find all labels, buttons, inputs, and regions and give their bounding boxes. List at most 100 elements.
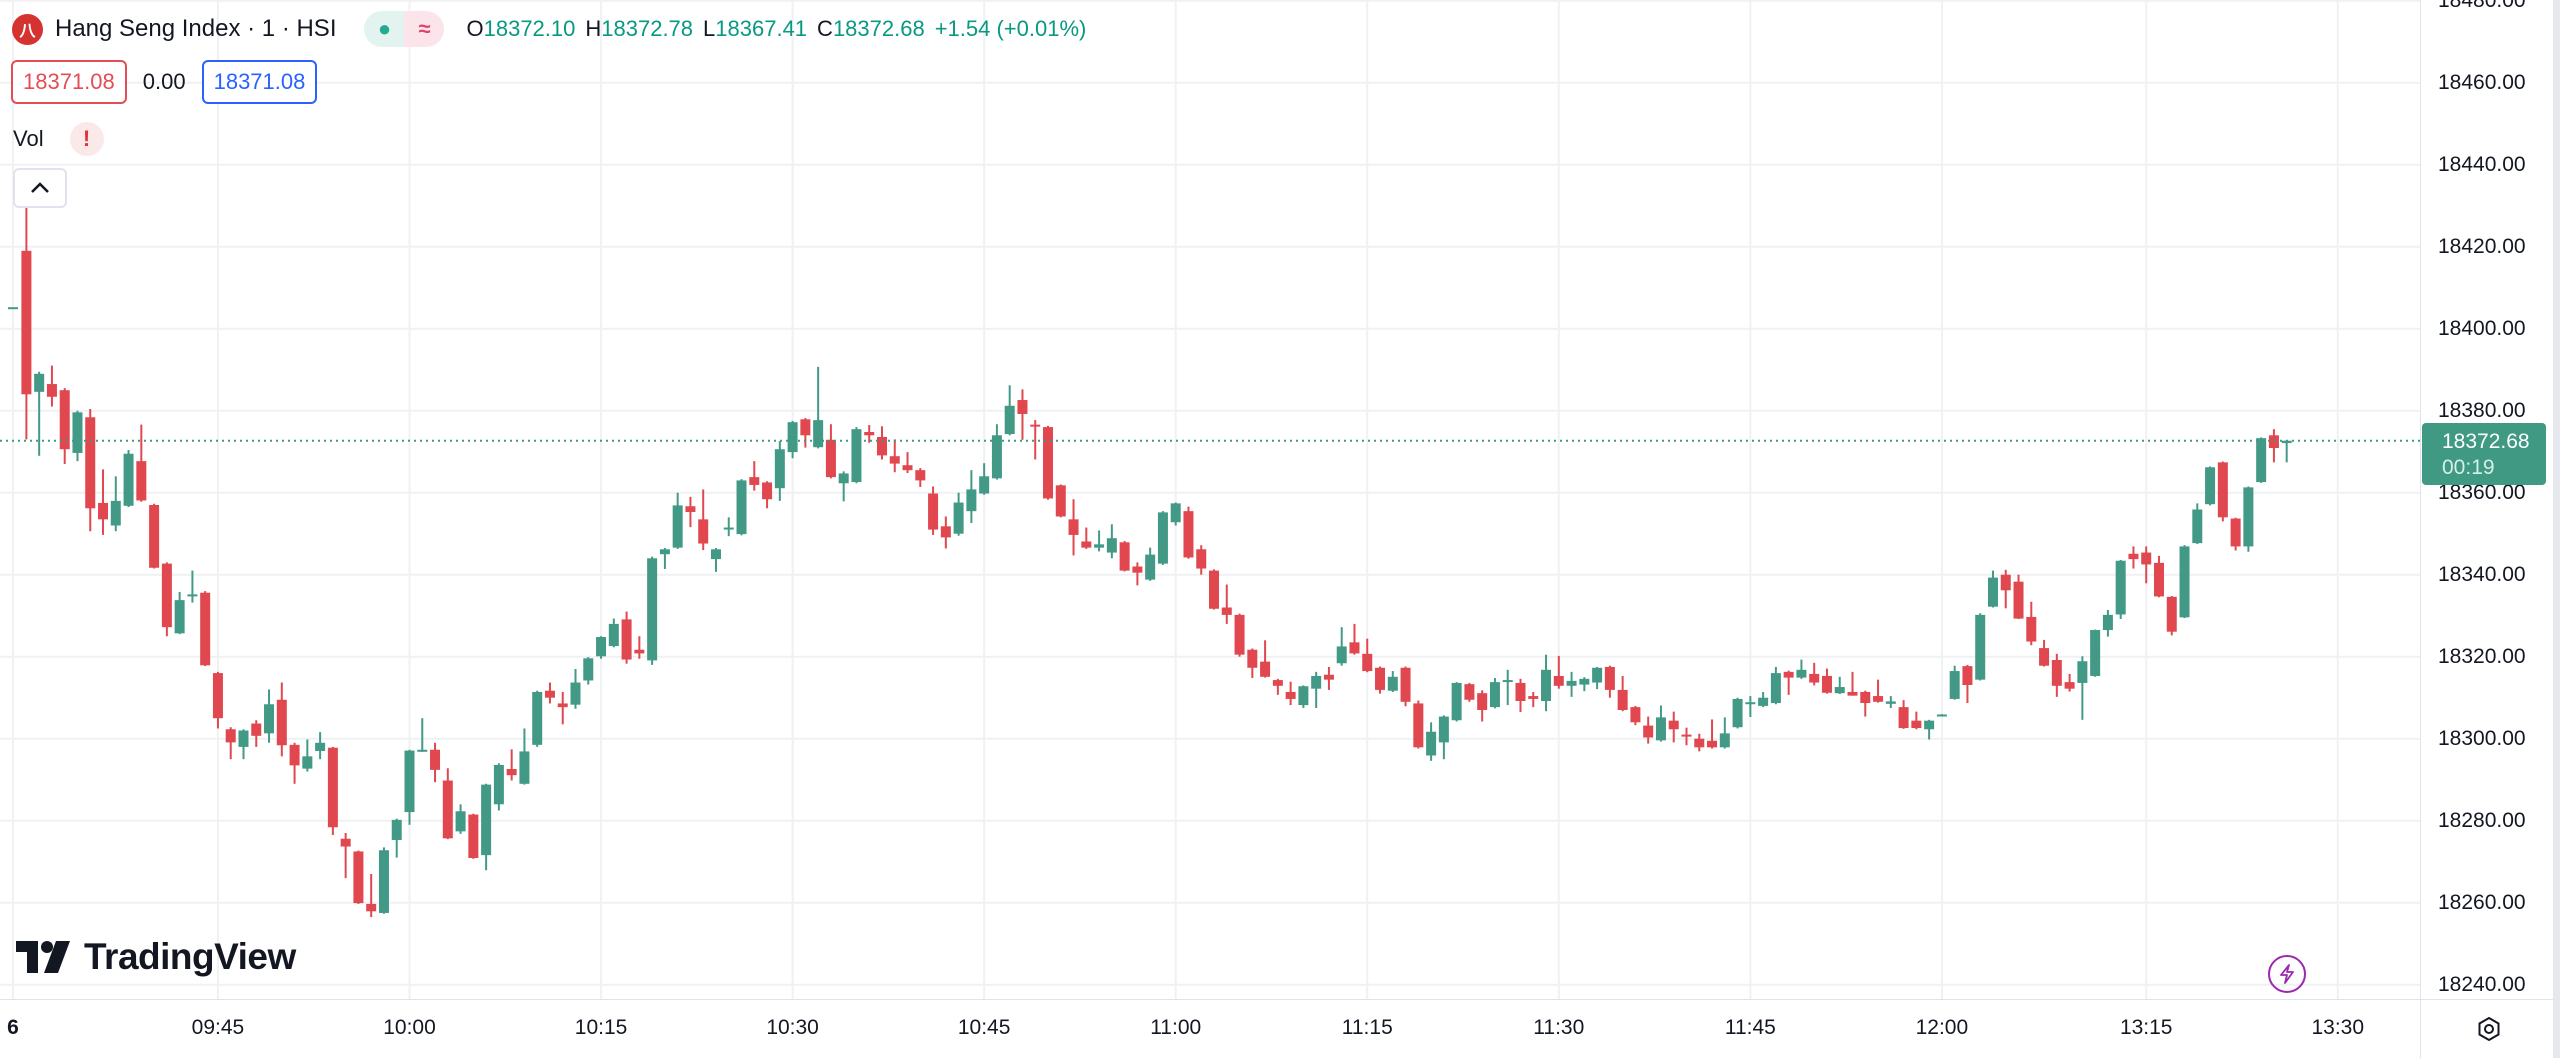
candle [621,611,632,664]
buy-button[interactable]: 18371.08 [201,60,318,104]
candle-body [21,250,32,395]
candle-body [2256,438,2267,483]
candle-body [557,703,568,708]
candle-body [404,750,415,813]
candle-body [1387,676,1398,691]
time-tick-label: 10:30 [766,1016,819,1039]
candle [506,749,517,781]
candle [1221,584,1232,624]
candle [2268,429,2279,463]
candle-body [1719,733,1730,748]
candle [2000,569,2011,609]
lightning-icon[interactable] [2268,955,2306,993]
candle [1809,662,1820,686]
candlestick-chart[interactable] [0,0,2420,999]
symbol-title[interactable]: Hang Seng Index · 1 · HSI [55,15,337,42]
candle-body [455,811,466,832]
candle [1528,691,1539,708]
time-tick-label: 6 [7,1016,19,1039]
candle-body [710,549,721,560]
candle [1336,627,1347,666]
candle [2013,574,2024,619]
candle [698,489,709,551]
candle [468,813,479,859]
candle [1681,727,1692,746]
candle-body [506,769,517,776]
candle-body [200,592,211,666]
candle [583,657,594,685]
settings-gear-icon[interactable] [2476,1016,2502,1042]
candle-body [1209,570,1220,609]
candle [2217,461,2228,522]
candle [1119,541,1130,572]
candle [1987,570,1998,608]
candle-body [1847,691,1858,696]
candle [1438,715,1449,760]
price-tick-label: 18480.00 [2438,0,2526,12]
delayed-data-icon[interactable]: ≈ [404,11,445,47]
candle-body [123,453,134,506]
candle-body [966,489,977,512]
candle-body [864,432,875,436]
market-open-dot-icon[interactable]: ● [364,11,405,47]
candle-body [1655,717,1666,741]
candle [264,689,275,743]
candle-body [1170,503,1181,523]
candle-body [1821,675,1832,693]
candle [1949,665,1960,700]
candle-body [110,500,121,526]
candle-body [672,505,683,548]
candle [149,503,160,569]
candle [864,425,875,443]
status-pills[interactable]: ● ≈ [364,11,445,47]
time-tick-label: 13:30 [2311,1016,2365,1039]
price-axis-border [2420,0,2421,1058]
candle [1783,670,1794,695]
candle-body [481,784,492,856]
candle [940,516,951,549]
tradingview-logo[interactable]: TradingView [16,936,296,978]
candle [749,461,760,491]
candle-body [1017,400,1028,414]
candle-body [2013,581,2024,619]
high-label: H [585,16,602,41]
sell-button[interactable]: 18371.08 [11,60,127,104]
candle [481,783,492,871]
candle [1145,547,1156,581]
candle [1732,697,1743,729]
candle-body [1962,666,1973,685]
candle-body [2281,440,2292,444]
candle-body [940,526,951,538]
candle-body [1630,707,1641,723]
candle-body [851,429,862,483]
price-tick-label: 18320.00 [2438,644,2526,668]
candle-body [2051,659,2062,686]
chevron-up-icon [31,182,49,193]
symbol-legend: 八 Hang Seng Index · 1 · HSI ● ≈ O18372.1… [12,10,1086,48]
candle-body [1732,698,1743,728]
candle-body [1987,577,1998,607]
candle-body [1873,696,1884,702]
collapse-legend-button[interactable] [13,168,67,208]
warning-icon[interactable]: ! [69,122,104,156]
candle [404,749,415,825]
candle-body [1758,697,1769,706]
volume-label[interactable]: Vol [13,126,44,151]
candle-body [915,470,926,481]
scrollbar[interactable] [2553,0,2560,1058]
candle-body [161,563,172,628]
candle-body [212,673,223,719]
candle-body [1362,653,1373,672]
price-tick-label: 18300.00 [2438,726,2526,750]
candle [1183,506,1194,559]
candle-body [174,600,185,634]
candles [8,189,2292,918]
candle [200,591,211,667]
candle [1758,691,1769,708]
close-label: C [817,16,833,41]
candle [289,742,300,784]
candle-body [1707,740,1718,748]
candle-body [532,691,543,745]
candle [1655,705,1666,742]
candle-body [928,493,939,530]
